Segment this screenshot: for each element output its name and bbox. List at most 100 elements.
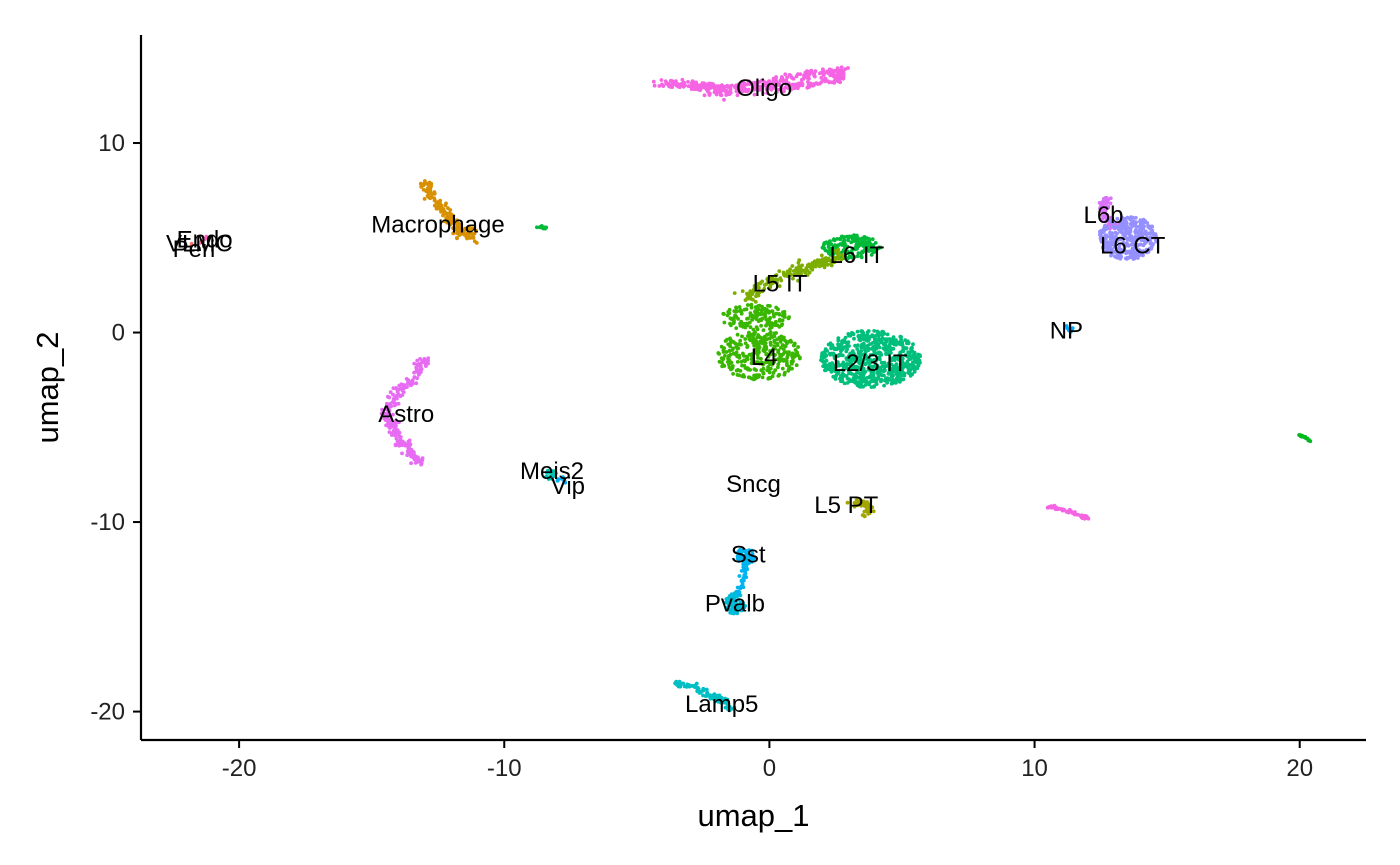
cell-point-oligo <box>839 65 844 70</box>
cell-point-l4 <box>777 359 782 364</box>
cell-point-macrophage <box>451 226 455 231</box>
cell-point-l4-top <box>737 305 742 309</box>
cell-point-l2-3-it <box>884 364 889 368</box>
cell-point-l2-3-it <box>868 342 872 346</box>
cell-point-oligo <box>723 89 728 94</box>
cell-point-macrophage <box>447 211 452 216</box>
cell-point-macrophage <box>445 214 450 219</box>
cell-point-oligo <box>664 82 669 86</box>
cell-point-l4 <box>782 335 786 340</box>
cell-point-l4-top <box>774 319 778 324</box>
cell-point-l2-3-it <box>839 342 844 347</box>
cell-point-l2-3-it <box>878 350 882 355</box>
cell-point-oligo <box>792 86 797 91</box>
cell-point-l4 <box>735 360 740 364</box>
cell-point-unlabeled-green-far-right <box>1304 436 1309 441</box>
cell-point-oligo <box>765 91 770 95</box>
cell-point-oligo <box>778 78 783 83</box>
cell-point-l2-3-it <box>848 361 853 365</box>
y-tick-label: 0 <box>112 320 125 347</box>
cell-point-l5-it <box>749 297 754 301</box>
cell-point-oligo <box>707 92 712 97</box>
cell-point-macrophage <box>439 203 444 208</box>
cell-point-oligo <box>734 89 739 94</box>
cell-point-l6b <box>1101 199 1106 204</box>
cell-point-l2-3-it <box>905 354 910 359</box>
cell-point-l5-it <box>756 282 761 286</box>
cell-point-oligo <box>680 77 685 82</box>
cell-point-l5-it <box>791 276 795 281</box>
cell-point-l4 <box>795 350 799 355</box>
cell-point-l6-it <box>843 245 847 250</box>
cell-point-oligo <box>786 81 791 86</box>
cell-point-l2-3-it <box>881 369 886 374</box>
cell-point-l2-3-it <box>879 360 884 365</box>
cell-point-l2-3-it <box>869 375 873 380</box>
cell-point-l5-it <box>767 280 772 285</box>
cell-point-l2-3-it <box>871 364 875 369</box>
cell-point-l2-3-it <box>877 357 882 362</box>
cell-point-l4 <box>786 352 791 356</box>
cell-point-l2-3-it <box>901 377 906 382</box>
cell-point-astro <box>388 390 393 395</box>
cell-point-l5-it <box>753 283 758 288</box>
cell-point-astro <box>397 420 401 425</box>
cell-point-l4 <box>761 348 766 352</box>
cell-point-l4-top <box>748 325 753 330</box>
cell-point-l4 <box>750 352 754 356</box>
cell-point-l4 <box>716 351 721 355</box>
cell-point-l5-it <box>768 285 773 290</box>
cell-point-l2-3-it <box>855 347 860 351</box>
cell-point-oligo <box>801 77 806 81</box>
cell-point-oligo <box>674 83 679 88</box>
cell-point-l2-3-it <box>891 373 895 378</box>
cell-point-l2-3-it <box>906 368 911 372</box>
cell-point-l2-3-it <box>845 376 850 381</box>
cell-point-l4-top <box>767 319 771 324</box>
cell-point-astro <box>400 393 405 397</box>
cell-point-oligo <box>805 73 810 78</box>
cluster-label-astro: Astro <box>378 401 434 428</box>
cell-point-oligo <box>787 73 792 77</box>
cell-point-l4-top <box>734 305 738 310</box>
cluster-label-l4: L4 <box>751 344 778 371</box>
cell-point-l4-top <box>753 309 757 313</box>
cell-point-l4 <box>773 353 777 357</box>
cell-point-l5-it <box>750 292 755 296</box>
cell-point-l4 <box>770 351 775 356</box>
cell-point-macrophage <box>418 181 423 186</box>
cell-point-l2-3-it <box>912 367 917 372</box>
cell-point-l6-ct <box>1128 227 1132 232</box>
cell-point-l6-ct <box>1151 231 1156 236</box>
cell-point-l4 <box>783 344 788 349</box>
cell-point-astro <box>391 398 396 403</box>
cell-point-oligo <box>774 75 778 79</box>
cell-point-astro <box>394 402 398 407</box>
cell-point-l6b <box>1101 211 1106 215</box>
cell-point-l4 <box>733 341 738 346</box>
cell-point-oligo <box>713 90 718 95</box>
cell-point-l2-3-it <box>878 365 883 370</box>
cell-point-l2-3-it <box>854 358 859 363</box>
cell-point-l4 <box>796 345 800 349</box>
cell-point-l2-3-it <box>912 352 916 357</box>
cell-point-l4 <box>726 342 731 347</box>
cell-point-l4 <box>737 373 741 378</box>
cell-point-l4 <box>765 332 769 337</box>
cell-point-l6-it <box>853 239 857 243</box>
cell-point-l2-3-it <box>900 356 905 361</box>
x-tick-label: 0 <box>763 755 776 782</box>
cell-point-l2-3-it <box>901 348 905 353</box>
cell-point-l4 <box>731 351 736 356</box>
cell-point-l6b <box>1099 202 1104 207</box>
cell-point-macrophage <box>432 190 437 195</box>
cell-point-l2-3-it <box>890 379 895 384</box>
cell-point-l6-it <box>855 236 860 241</box>
cell-point-macrophage <box>448 214 453 219</box>
cell-point-oligo <box>815 82 820 86</box>
cell-point-l4 <box>765 368 770 373</box>
cell-point-l2-3-it <box>899 374 903 378</box>
cell-point-oligo <box>674 79 678 84</box>
cell-point-oligo <box>765 81 769 85</box>
cluster-label-np: NP <box>1050 318 1083 345</box>
